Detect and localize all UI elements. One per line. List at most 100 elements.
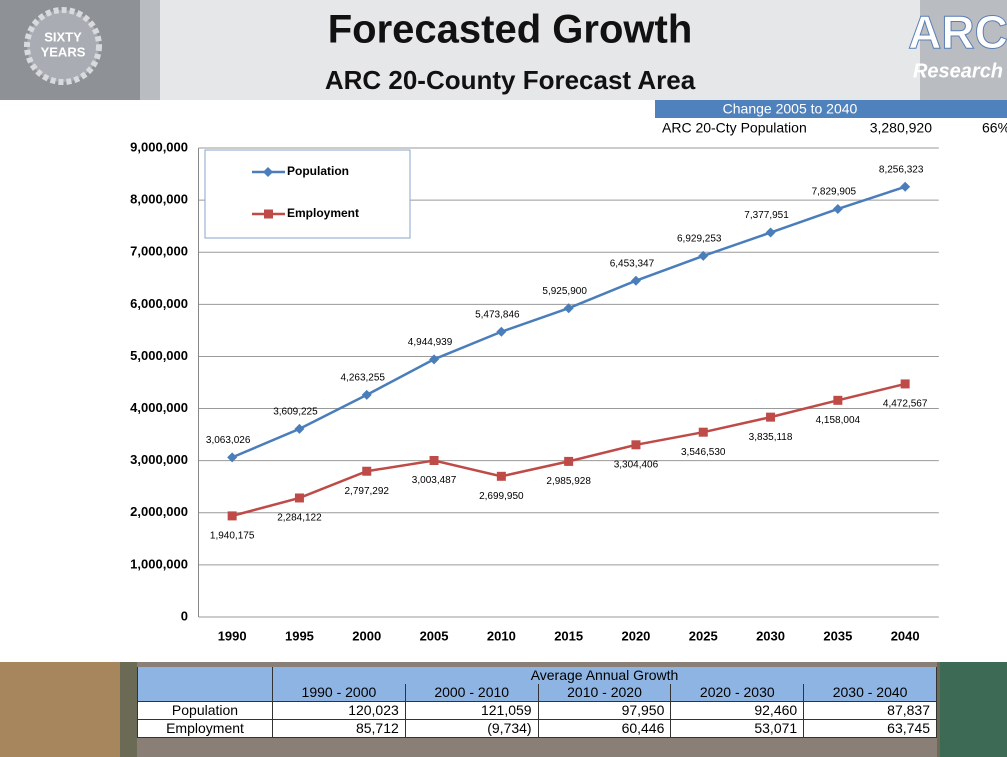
logo-text: Research — [913, 60, 1003, 82]
y-tick-label: 2,000,000 — [130, 504, 188, 519]
x-tick-label: 2015 — [554, 628, 583, 643]
x-tick-label: 2005 — [420, 628, 449, 643]
data-label: 6,453,347 — [610, 258, 655, 269]
change-label: ARC 20-Cty Population — [662, 120, 807, 136]
point — [430, 456, 439, 465]
data-label: 2,985,928 — [546, 476, 591, 487]
data-label: 4,158,004 — [816, 415, 861, 426]
table-row: Average Annual Growth — [138, 667, 937, 684]
data-label: 3,003,487 — [412, 475, 457, 486]
table-cell: Population — [138, 702, 273, 720]
x-tick-label: 1990 — [218, 628, 247, 643]
table-cell — [138, 667, 273, 702]
table-cell: Employment — [138, 720, 273, 738]
data-label: 3,546,530 — [681, 447, 726, 458]
y-tick-label: 6,000,000 — [130, 296, 188, 311]
x-tick-label: 2000 — [352, 628, 381, 643]
chart-subtitle: ARC 20-County Forecast Area — [325, 65, 696, 95]
point — [833, 396, 842, 405]
x-tick-label: 2020 — [621, 628, 650, 643]
point — [295, 493, 304, 502]
y-tick-label: 7,000,000 — [130, 244, 188, 259]
point — [429, 354, 439, 364]
x-tick-label: 1995 — [285, 628, 314, 643]
data-label: 3,835,118 — [749, 432, 793, 443]
data-label: 2,284,122 — [277, 513, 322, 524]
y-tick-label: 8,000,000 — [130, 192, 188, 207]
table-cell: 2020 - 2030 — [671, 684, 804, 702]
point — [294, 424, 304, 434]
table-cell: 53,071 — [671, 720, 804, 738]
point — [631, 276, 641, 286]
data-label: 2,699,950 — [479, 491, 524, 502]
table-cell: 2000 - 2010 — [405, 684, 538, 702]
table-cell: (9,734) — [405, 720, 538, 738]
data-label: 5,925,900 — [542, 286, 587, 297]
point — [631, 440, 640, 449]
point — [228, 511, 237, 520]
change-value: 3,280,920 — [870, 120, 932, 136]
x-tick-label: 2040 — [891, 628, 920, 643]
point — [564, 457, 573, 466]
data-label: 6,929,253 — [677, 234, 722, 245]
table-cell: 2010 - 2020 — [538, 684, 671, 702]
x-tick-label: 2035 — [823, 628, 852, 643]
change-header: Change 2005 to 2040 — [723, 101, 858, 117]
table-cell: 85,712 — [273, 720, 406, 738]
point — [496, 327, 506, 337]
data-label: 7,377,951 — [744, 210, 789, 221]
y-tick-label: 9,000,000 — [130, 139, 188, 154]
point — [833, 204, 843, 214]
x-tick-label: 2010 — [487, 628, 516, 643]
table-cell: 87,837 — [804, 702, 937, 720]
data-label: 5,473,846 — [475, 309, 520, 320]
y-tick-label: 3,000,000 — [130, 452, 188, 467]
data-label: 1,940,175 — [210, 531, 255, 542]
point — [766, 228, 776, 238]
chart-title: Forecasted Growth — [328, 8, 693, 52]
table-cell: 97,950 — [538, 702, 671, 720]
data-label: 4,472,567 — [883, 399, 928, 410]
table-cell: 63,745 — [804, 720, 937, 738]
page: SIXTY YEARS ARC Research Forecasted Grow… — [0, 0, 1007, 757]
x-tick-label: 2025 — [689, 628, 718, 643]
logo-text: ARC — [908, 6, 1007, 58]
point — [766, 413, 775, 422]
logo-text: YEARS — [41, 44, 86, 59]
slide: SIXTY YEARS ARC Research Forecasted Grow… — [0, 0, 1007, 757]
data-label: 4,263,255 — [341, 372, 386, 383]
table-cell: 2030 - 2040 — [804, 684, 937, 702]
data-label: 2,797,292 — [345, 486, 390, 497]
legend-marker — [264, 210, 273, 219]
table-cell: 120,023 — [273, 702, 406, 720]
legend-label: Population — [287, 164, 349, 178]
point — [901, 379, 910, 388]
y-tick-label: 1,000,000 — [130, 556, 188, 571]
data-label: 8,256,323 — [879, 164, 924, 175]
y-tick-label: 0 — [181, 608, 188, 623]
footer-photo — [940, 662, 1007, 757]
data-label: 3,304,406 — [614, 459, 659, 470]
legend-label: Employment — [287, 206, 359, 220]
x-tick-label: 2030 — [756, 628, 785, 643]
data-label: 4,944,939 — [408, 337, 453, 348]
table-cell: 121,059 — [405, 702, 538, 720]
point — [497, 472, 506, 481]
point — [699, 428, 708, 437]
table-cell: Average Annual Growth — [273, 667, 937, 684]
data-label: 3,063,026 — [206, 435, 251, 446]
change-percent: 66% — [982, 120, 1007, 136]
series-line — [232, 384, 905, 516]
data-label: 7,829,905 — [812, 187, 857, 198]
logo-text: SIXTY — [44, 29, 82, 44]
data-label: 3,609,225 — [273, 407, 318, 418]
footer-photo — [0, 662, 120, 757]
table-cell: 1990 - 2000 — [273, 684, 406, 702]
y-tick-label: 4,000,000 — [130, 400, 188, 415]
y-tick-label: 5,000,000 — [130, 348, 188, 363]
table-cell: 60,446 — [538, 720, 671, 738]
point — [362, 467, 371, 476]
